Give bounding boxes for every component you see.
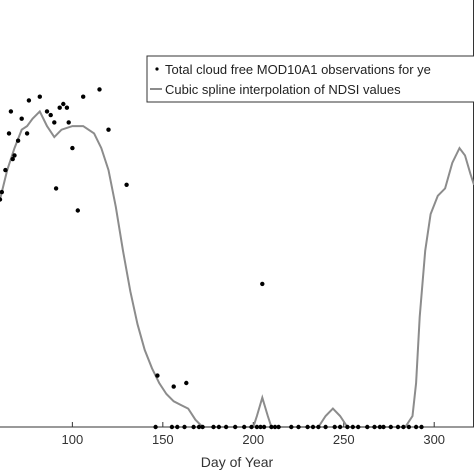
observation-point [10, 156, 15, 162]
x-tick-label-2: 200 [242, 432, 264, 447]
observation-point [6, 131, 12, 136]
observation-point [57, 105, 62, 110]
observation-point [242, 424, 247, 430]
observation-point [289, 424, 294, 430]
observation-point [332, 424, 337, 430]
observation-point [310, 424, 316, 430]
observation-point [350, 424, 355, 430]
observation-point [64, 105, 70, 110]
observation-point [66, 120, 71, 125]
observation-point [81, 94, 86, 99]
observation-point [0, 197, 3, 202]
observation-point [272, 424, 278, 430]
observation-point [153, 424, 158, 430]
observation-point [3, 167, 8, 173]
observation-point [52, 120, 57, 125]
observation-point [395, 424, 401, 430]
observation-point [171, 384, 176, 389]
observation-point [191, 424, 196, 430]
observation-point [316, 424, 321, 430]
observation-point [182, 424, 187, 430]
observation-point [24, 131, 30, 136]
observation-point [276, 424, 281, 430]
observation-point [413, 424, 419, 430]
observation-point [223, 424, 229, 430]
observation-point [365, 424, 370, 430]
observation-point [37, 94, 42, 99]
observation-point [323, 424, 328, 430]
legend-marker-observations [155, 67, 159, 71]
observation-point [249, 424, 254, 430]
observation-point [44, 109, 50, 114]
observation-point [53, 186, 59, 191]
x-tick-label-3: 250 [333, 432, 355, 447]
observation-point [381, 424, 386, 430]
legend: Total cloud free MOD10A1 observations fo… [146, 55, 474, 103]
x-axis-label: Day of Year [201, 454, 274, 470]
observation-point [70, 145, 75, 151]
observation-point [124, 182, 129, 187]
observation-point [61, 101, 66, 107]
observation-point [296, 424, 301, 430]
observation-point [26, 98, 32, 103]
observation-point [269, 424, 274, 430]
observation-point [12, 153, 17, 158]
observation-point [75, 208, 81, 213]
observation-point [175, 424, 180, 430]
observation-point [233, 424, 238, 430]
observation-point [97, 87, 102, 92]
observation-point [106, 127, 111, 132]
observation-point [196, 424, 202, 430]
observation-point [401, 424, 406, 430]
legend-label-observations: Total cloud free MOD10A1 observations fo… [165, 62, 431, 77]
x-ticks: 100 150 200 250 300 [62, 422, 445, 447]
observation-point [169, 424, 175, 430]
observation-point [8, 109, 14, 114]
observation-point [15, 138, 21, 143]
observation-point [372, 424, 377, 430]
observation-point [337, 424, 343, 430]
observation-point [356, 424, 361, 430]
observation-point [211, 424, 216, 430]
observation-point [254, 424, 260, 430]
observation-point [19, 116, 24, 121]
observation-point [216, 424, 222, 430]
observation-point [48, 112, 53, 118]
legend-label-spline: Cubic spline interpolation of NDSI value… [165, 82, 401, 97]
x-tick-label-4: 300 [423, 432, 445, 447]
legend-box [146, 55, 474, 103]
observation-point [0, 189, 4, 195]
observation-point [260, 281, 265, 287]
observation-point [419, 424, 424, 430]
observation-point [155, 373, 160, 378]
plot-area: 100 150 200 250 300 [0, 0, 474, 447]
observation-point [184, 380, 189, 386]
observation-point [406, 424, 412, 430]
observation-point [258, 424, 263, 430]
observation-point [261, 424, 267, 430]
observation-point [305, 424, 310, 430]
observation-point [345, 424, 350, 430]
observation-point [377, 424, 383, 430]
x-tick-label-0: 100 [62, 432, 84, 447]
observation-points [0, 87, 424, 430]
spline-line [0, 109, 474, 428]
observation-point [388, 424, 393, 430]
x-tick-label-1: 150 [152, 432, 174, 447]
observation-point [200, 424, 205, 430]
